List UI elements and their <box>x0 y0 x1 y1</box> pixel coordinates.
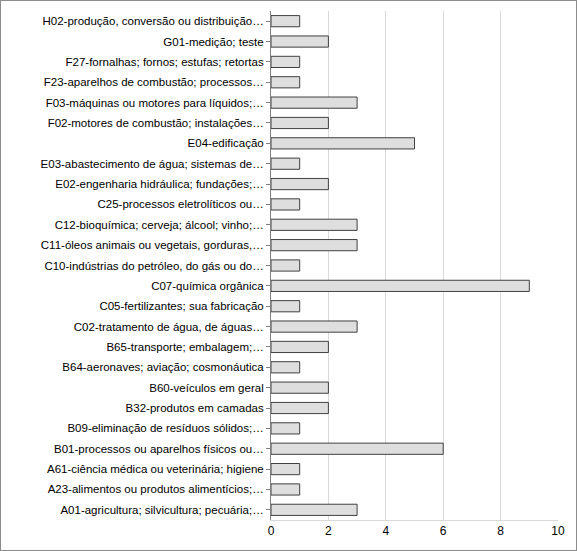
svg-text:E03-abastecimento de água; sis: E03-abastecimento de água; sistemas de… <box>41 158 264 170</box>
svg-text:B01-processos ou aparelhos fís: B01-processos ou aparelhos físicos ou… <box>54 443 264 455</box>
svg-text:F03-máquinas ou motores para l: F03-máquinas ou motores para líquidos;… <box>46 97 264 109</box>
svg-text:H02-produção, conversão ou dis: H02-produção, conversão ou distribuição… <box>43 15 264 27</box>
svg-text:B09-eliminação de resíduos sól: B09-eliminação de resíduos sólidos;… <box>67 422 263 434</box>
svg-text:F27-fornalhas; fornos; estufas: F27-fornalhas; fornos; estufas; retortas <box>66 56 264 68</box>
svg-text:A61-ciência médica ou veteriná: A61-ciência médica ou veterinária; higie… <box>47 463 264 475</box>
svg-text:8: 8 <box>497 524 504 538</box>
svg-text:A23-alimentos ou produtos alim: A23-alimentos ou produtos alimentícios;… <box>48 483 264 495</box>
svg-text:B32-produtos em camadas: B32-produtos em camadas <box>126 402 264 414</box>
svg-text:B60-veículos em geral: B60-veículos em geral <box>149 382 263 394</box>
svg-text:E04-edificação: E04-edificação <box>188 137 264 149</box>
svg-text:C25-processos eletrolíticos ou: C25-processos eletrolíticos ou… <box>98 198 264 210</box>
svg-text:C02-tratamento de água, de águ: C02-tratamento de água, de águas… <box>74 321 264 333</box>
svg-text:G01-medição; teste: G01-medição; teste <box>163 36 263 48</box>
svg-text:0: 0 <box>268 524 275 538</box>
svg-text:10: 10 <box>551 524 565 538</box>
svg-text:E02-engenharia hidráulica; fun: E02-engenharia hidráulica; fundações;… <box>55 178 263 190</box>
svg-text:C07-química orgânica: C07-química orgânica <box>151 280 264 292</box>
svg-text:2: 2 <box>325 524 332 538</box>
svg-text:C12-bioquímica; cerveja; álcoo: C12-bioquímica; cerveja; álcool; vinho;… <box>55 219 264 231</box>
svg-text:A01-agricultura; silvicultura;: A01-agricultura; silvicultura; pecuária;… <box>60 504 263 516</box>
svg-text:C10-indústrias do petróleo, do: C10-indústrias do petróleo, do gás ou do… <box>44 260 263 272</box>
svg-text:F02-motores de combustão; inst: F02-motores de combustão; instalações… <box>48 117 264 129</box>
svg-text:6: 6 <box>440 524 447 538</box>
svg-text:C05-fertilizantes; sua fabrica: C05-fertilizantes; sua fabricação <box>99 300 263 312</box>
svg-text:4: 4 <box>382 524 389 538</box>
svg-text:B64-aeronaves; aviação; cosmon: B64-aeronaves; aviação; cosmonáutica <box>62 361 264 373</box>
svg-text:F23-aparelhos de combustão; pr: F23-aparelhos de combustão; processos… <box>44 76 264 88</box>
svg-text:B65-transporte; embalagem;…: B65-transporte; embalagem;… <box>106 341 263 353</box>
svg-text:C11-óleos animais ou vegetais,: C11-óleos animais ou vegetais, gorduras,… <box>41 239 264 251</box>
